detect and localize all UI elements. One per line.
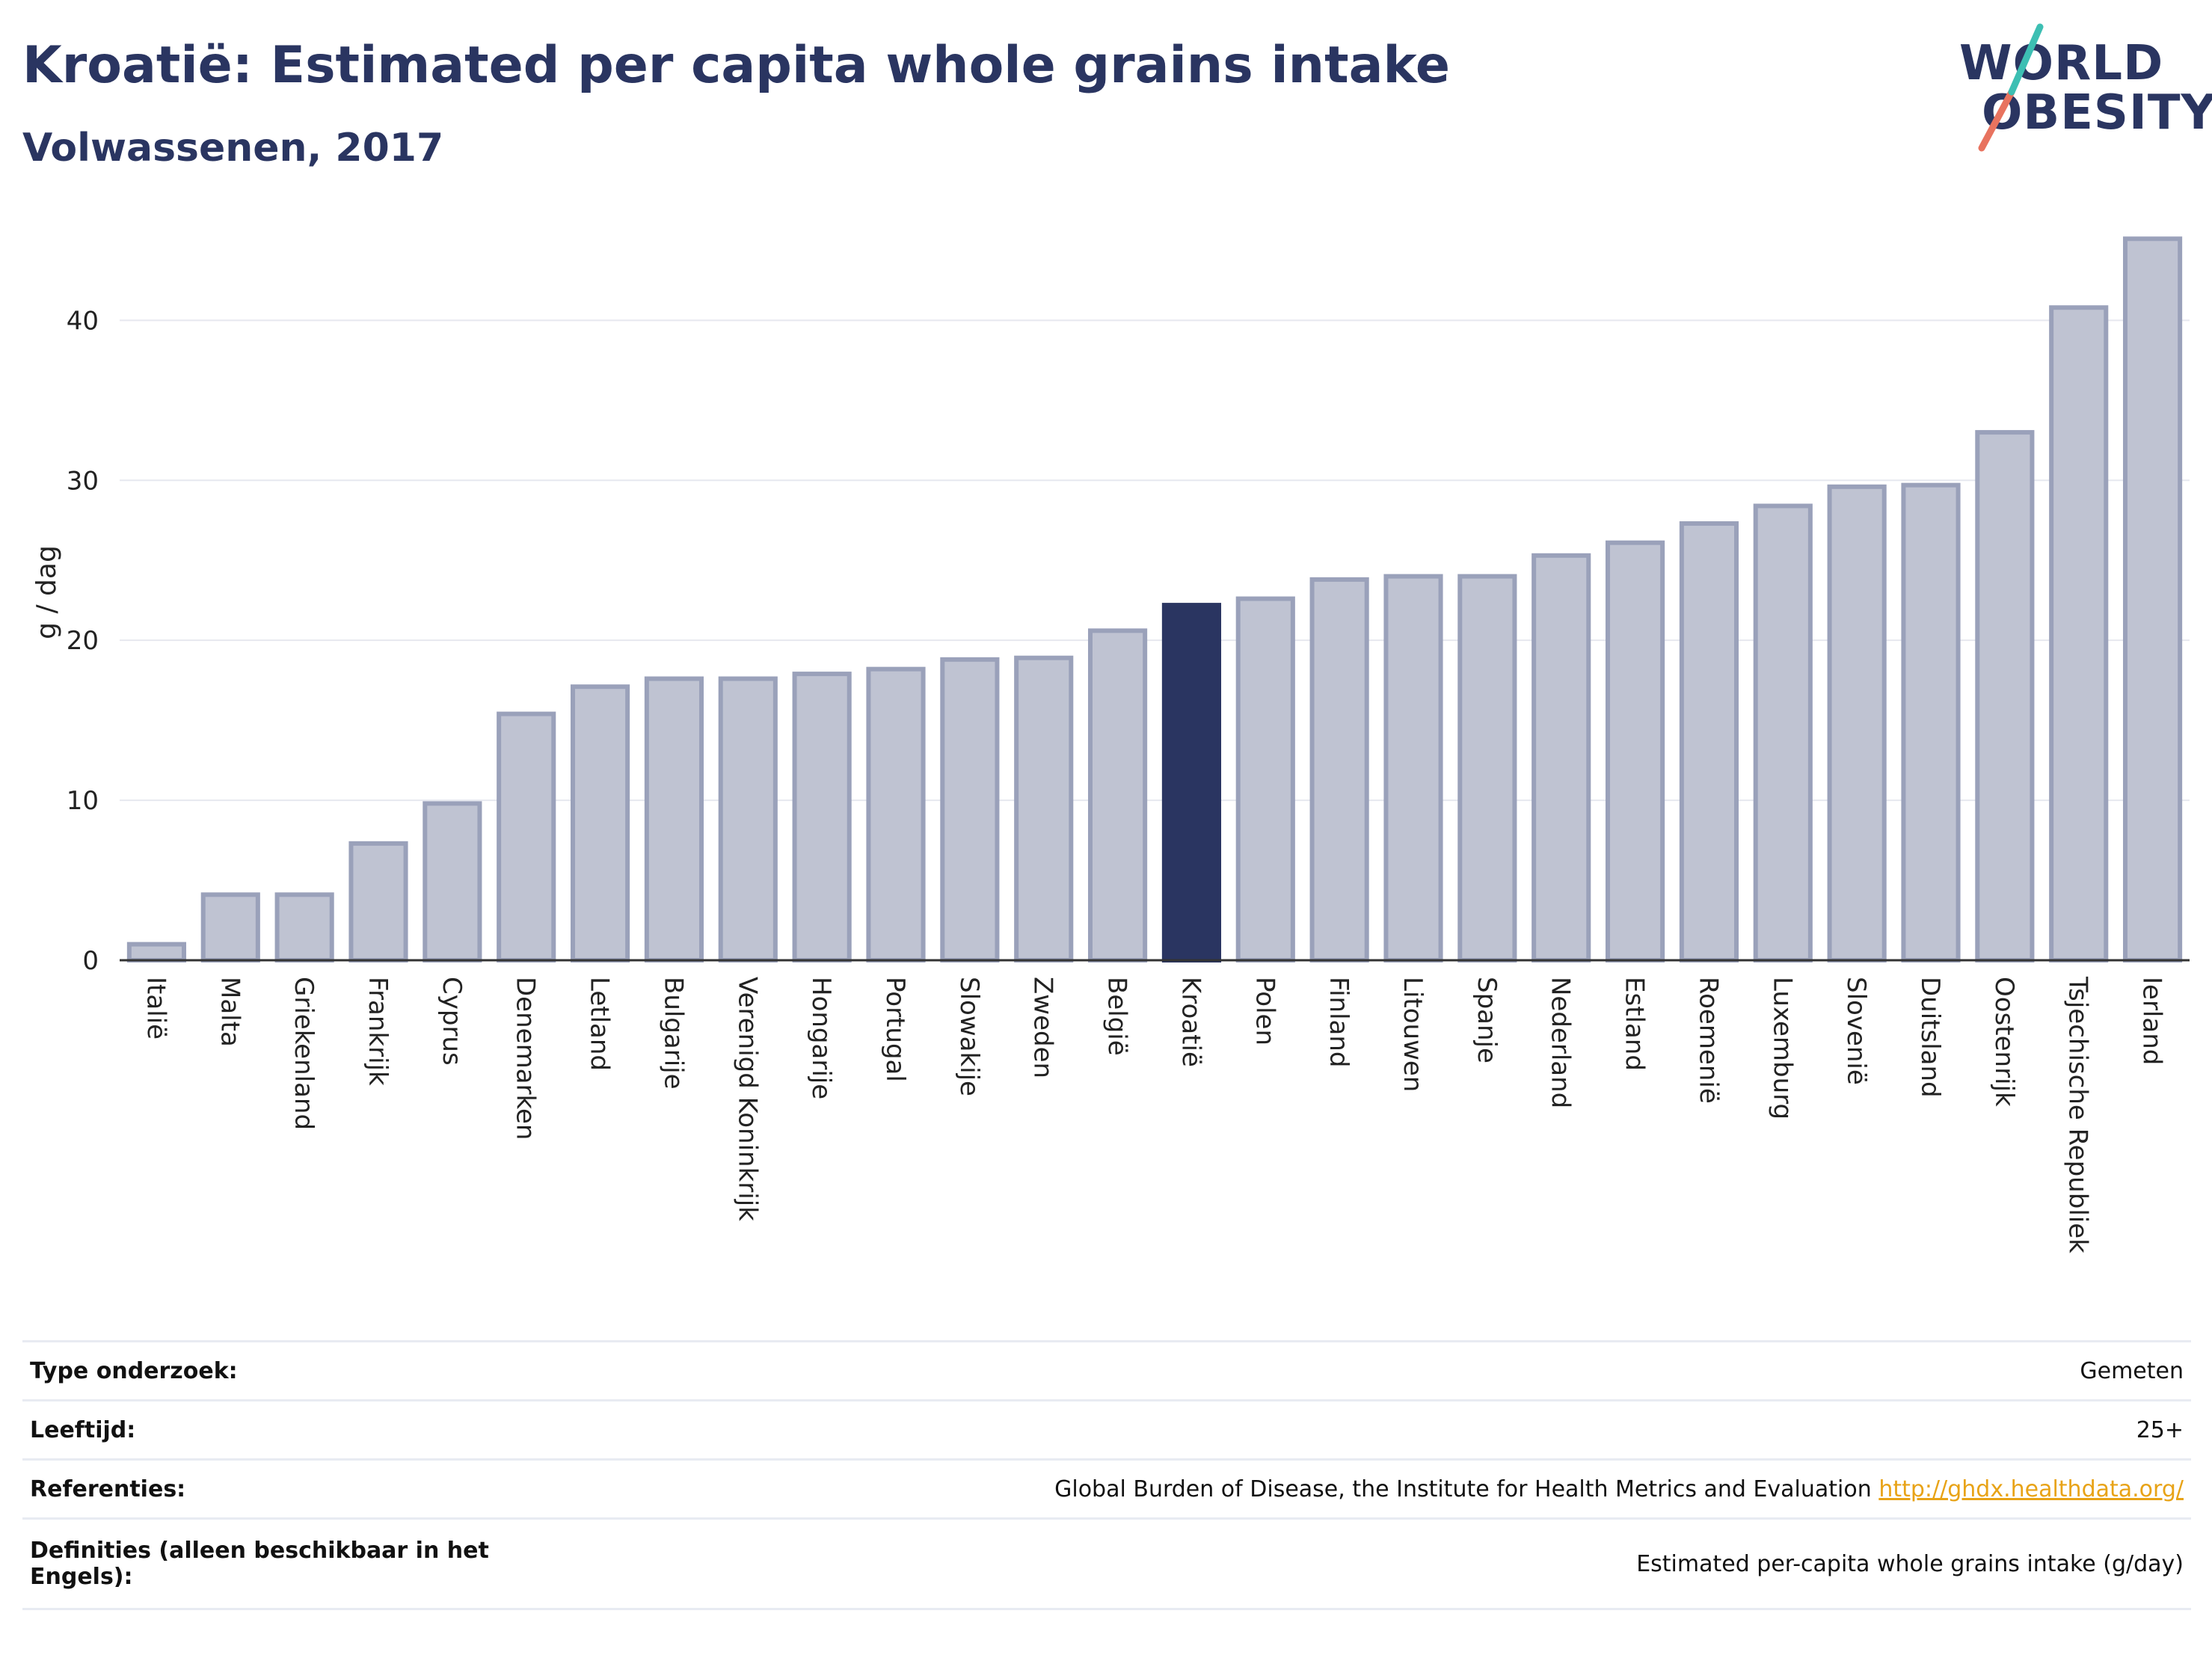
bar[interactable] xyxy=(274,892,334,962)
bar[interactable] xyxy=(1679,521,1739,962)
x-tick-label: Kroatië xyxy=(1176,977,1205,1067)
info-row-age: Leeftijd: 25+ xyxy=(22,1399,2191,1460)
x-tick-label: Roemenië xyxy=(1693,977,1723,1104)
info-value: 25+ xyxy=(516,1399,2191,1460)
bar[interactable] xyxy=(1975,430,2035,962)
bar[interactable] xyxy=(126,942,187,963)
info-table: Type onderzoek: Gemeten Leeftijd: 25+ Re… xyxy=(22,1340,2191,1610)
y-axis-title: g / dag xyxy=(31,545,62,639)
bar[interactable] xyxy=(348,841,408,963)
x-tick-label: Polen xyxy=(1250,977,1279,1045)
x-tick-label: Hongarije xyxy=(806,977,836,1099)
logo-text-world: WORLD xyxy=(1959,36,2164,91)
y-tick-label: 30 xyxy=(67,466,99,496)
x-tick-label: Italië xyxy=(141,977,170,1040)
x-tick-label: Denemarken xyxy=(511,977,541,1140)
bar-chart: 0 10 20 30 40 Italië Malta Griekenland Frankrijk… xyxy=(31,236,2190,1253)
x-tick-label: Tsjechische Republiek xyxy=(2063,976,2093,1253)
bar[interactable] xyxy=(1753,503,1813,963)
x-tick-label: België xyxy=(1102,977,1132,1056)
x-tick-label: Estland xyxy=(1620,977,1650,1071)
info-key: Referenties: xyxy=(22,1458,516,1519)
bar[interactable] xyxy=(1901,482,1961,962)
bar[interactable] xyxy=(940,657,1000,963)
x-tick-label: Verenigd Koninkrijk xyxy=(732,977,762,1221)
x-tick-label: Frankrijk xyxy=(363,977,393,1086)
info-row-references: Referenties: Global Burden of Disease, t… xyxy=(22,1458,2191,1519)
bar[interactable] xyxy=(792,672,852,962)
bar[interactable] xyxy=(1827,484,1887,962)
info-value: Global Burden of Disease, the Institute … xyxy=(516,1458,2191,1519)
bar[interactable] xyxy=(866,666,926,963)
x-tick-label: Malta xyxy=(215,977,245,1047)
x-tick-label: Finland xyxy=(1324,977,1354,1068)
info-value: Estimated per-capita whole grains intake… xyxy=(516,1517,2191,1610)
info-key: Type onderzoek: xyxy=(22,1340,516,1401)
bar[interactable] xyxy=(1309,577,1369,962)
bar[interactable] xyxy=(1087,628,1148,962)
info-key: Definities (alleen beschikbaar in het En… xyxy=(22,1517,516,1610)
bar-highlight[interactable] xyxy=(1161,603,1222,962)
info-row-survey-type: Type onderzoek: Gemeten xyxy=(22,1340,2191,1401)
x-tick-label: Letland xyxy=(585,977,615,1071)
info-row-definitions: Definities (alleen beschikbaar in het En… xyxy=(22,1517,2191,1610)
reference-link[interactable]: http://ghdx.healthdata.org/ xyxy=(1878,1476,2184,1502)
y-tick-label: 10 xyxy=(67,786,99,816)
axes: 0 10 20 30 40 Italië Malta Griekenland Frankrijk… xyxy=(67,306,2190,1253)
x-tick-label: Cyprus xyxy=(437,977,467,1066)
x-tick-label: Luxemburg xyxy=(1767,977,1797,1120)
bar[interactable] xyxy=(570,684,630,962)
x-tick-label: Nederland xyxy=(1546,977,1576,1108)
bar[interactable] xyxy=(1014,655,1074,962)
bar[interactable] xyxy=(497,711,556,962)
y-tick-label: 40 xyxy=(67,306,99,336)
chart-title: Kroatië: Estimated per capita whole grai… xyxy=(22,36,1450,95)
bar[interactable] xyxy=(1235,596,1295,962)
bar[interactable] xyxy=(2049,305,2109,962)
info-value: Gemeten xyxy=(516,1340,2191,1401)
x-tick-label: Ierland xyxy=(2137,977,2167,1065)
x-tick-label: Oostenrijk xyxy=(1989,977,2019,1107)
x-tick-label: Bulgarije xyxy=(658,977,688,1090)
logo-text-obesity: OBESITY xyxy=(1982,85,2212,141)
bar[interactable] xyxy=(200,892,260,962)
x-tick-label: Slovenië xyxy=(1841,977,1871,1085)
x-tick-label: Zweden xyxy=(1028,977,1058,1078)
x-tick-label: Spanje xyxy=(1472,977,1502,1063)
bar[interactable] xyxy=(423,801,482,963)
reference-text: Global Burden of Disease, the Institute … xyxy=(1054,1476,1872,1502)
y-tick-label: 0 xyxy=(82,946,99,976)
x-tick-label: Portugal xyxy=(880,977,910,1082)
bar[interactable] xyxy=(1457,574,1517,962)
x-tick-label: Duitsland xyxy=(1915,977,1945,1098)
bar[interactable] xyxy=(644,676,704,963)
bar[interactable] xyxy=(1605,540,1665,962)
bar[interactable] xyxy=(718,676,778,963)
bar[interactable] xyxy=(1531,553,1591,962)
y-tick-label: 20 xyxy=(67,626,99,656)
x-tick-label: Slowakije xyxy=(954,977,984,1096)
info-key: Leeftijd: xyxy=(22,1399,516,1460)
world-obesity-logo: WORLD OBESITY xyxy=(1952,21,2212,156)
logo-slash-icon xyxy=(1978,23,2044,152)
x-tick-label: Griekenland xyxy=(289,977,319,1130)
bars xyxy=(126,236,2183,963)
chart-subtitle: Volwassenen, 2017 xyxy=(22,126,444,171)
x-tick-label: Litouwen xyxy=(1398,977,1428,1092)
bar[interactable] xyxy=(1383,574,1443,962)
bar[interactable] xyxy=(2122,236,2183,962)
